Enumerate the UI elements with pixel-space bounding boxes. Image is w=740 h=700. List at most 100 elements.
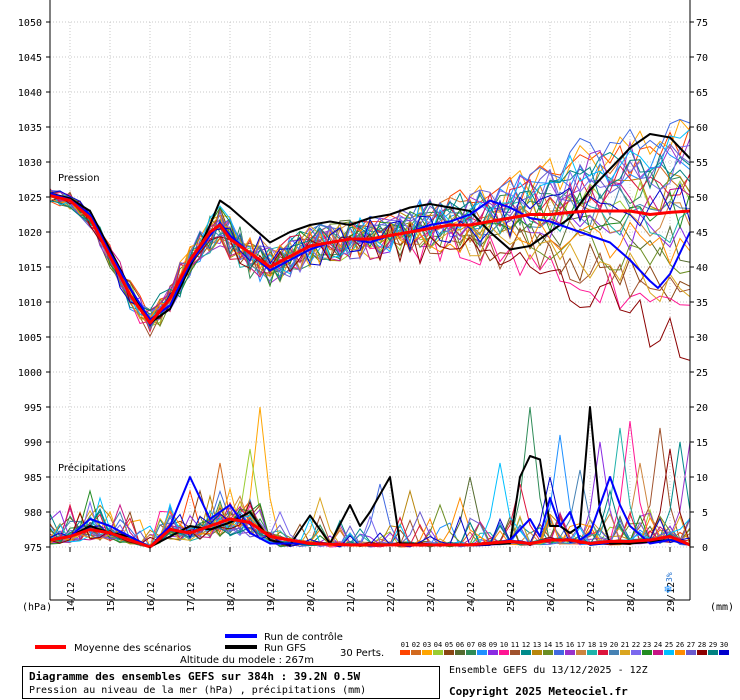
precip-tick-label: 15	[696, 438, 708, 449]
pert-legend-label: 23	[643, 641, 651, 649]
pressure-tick-label: 1005	[18, 333, 42, 344]
precip-tick-label: 50	[696, 193, 708, 204]
pert-legend-label: 13	[533, 641, 541, 649]
pert-legend-label: 06	[456, 641, 464, 649]
pert-legend-swatch	[708, 650, 718, 655]
grid	[50, 21, 690, 548]
gfs-pressure-line	[49, 133, 691, 324]
pert-legend-swatch	[466, 650, 476, 655]
date-tick-label: 20/12	[306, 582, 317, 612]
perturbation-pressure-line-29	[49, 153, 691, 311]
date-tick-label: 26/12	[546, 582, 557, 612]
footer-subtitle: Pression au niveau de la mer (hPa) , pré…	[29, 685, 367, 696]
pert-legend-swatch	[444, 650, 454, 655]
pressure-tick-label: 1015	[18, 263, 42, 274]
precip-tick-label: 25	[696, 368, 708, 379]
date-tick-label: 29/12	[666, 582, 677, 612]
footer-title: Diagramme des ensembles GEFS sur 384h : …	[29, 670, 361, 683]
pert-legend-swatch	[488, 650, 498, 655]
axis-labels: (hPa) (mm) Pression Précipitations	[22, 173, 734, 613]
pert-legend-label: 04	[434, 641, 442, 649]
pert-legend-swatch	[543, 650, 553, 655]
mean-precip-line	[49, 517, 691, 549]
precip-tick-label: 30	[696, 333, 708, 344]
pert-legend-label: 26	[676, 641, 684, 649]
pressure-tick-label: 1040	[18, 88, 42, 99]
precip-tick-label: 70	[696, 53, 708, 64]
pert-legend-label: 25	[665, 641, 673, 649]
run-info: Ensemble GEFS du 13/12/2025 - 12Z	[449, 665, 648, 676]
legend-perts-label: 30 Perts.	[340, 648, 384, 659]
pressure-tick-label: 1050	[18, 18, 42, 29]
precip-label: Précipitations	[58, 462, 126, 474]
perturbation-pressure-line-24	[49, 180, 691, 316]
pert-legend-swatch	[400, 650, 410, 655]
date-tick-label: 19/12	[266, 582, 277, 612]
legend-gfs-label: Run GFS	[264, 643, 306, 654]
pressure-label: Pression	[58, 173, 100, 184]
precip-tick-label: 10	[696, 473, 708, 484]
altitude-label: Altitude du modele : 267m	[180, 655, 314, 666]
pressure-tick-label: 1030	[18, 158, 42, 169]
snow-percent-label: 3%	[665, 572, 674, 582]
perturbation-series	[49, 118, 691, 549]
pert-legend-swatch	[587, 650, 597, 655]
copyright: Copyright 2025 Meteociel.fr	[449, 685, 628, 698]
pert-legend-swatch	[664, 650, 674, 655]
precip-tick-label: 55	[696, 158, 708, 169]
pert-legend-label: 19	[599, 641, 607, 649]
pert-legend-label: 05	[445, 641, 453, 649]
precip-tick-label: 0	[702, 543, 708, 554]
pert-legend-label: 21	[621, 641, 629, 649]
pert-legend-label: 30	[720, 641, 728, 649]
date-tick-label: 27/12	[586, 582, 597, 612]
pert-legend-swatch	[576, 650, 586, 655]
precip-tick-label: 75	[696, 18, 708, 29]
pert-legend-label: 28	[698, 641, 706, 649]
pert-legend-swatch	[609, 650, 619, 655]
perturbation-pressure-line-30	[49, 182, 691, 327]
pressure-tick-label: 1000	[18, 368, 42, 379]
pert-legend-label: 12	[522, 641, 530, 649]
pert-legend-label: 15	[555, 641, 563, 649]
pert-legend-label: 01	[401, 641, 409, 649]
pressure-tick-label: 1010	[18, 298, 42, 309]
pert-legend-label: 03	[423, 641, 431, 649]
pert-legend-swatch	[631, 650, 641, 655]
pressure-tick-label: 980	[24, 508, 42, 519]
precip-tick-label: 40	[696, 263, 708, 274]
date-tick-label: 18/12	[226, 582, 237, 612]
pressure-tick-label: 995	[24, 403, 42, 414]
date-tick-label: 23/12	[426, 582, 437, 612]
pert-legend-label: 29	[709, 641, 717, 649]
pert-legend-label: 22	[632, 641, 640, 649]
axes: 9759809859909951000100510101015102010251…	[18, 0, 708, 612]
pert-legend-label: 14	[544, 641, 552, 649]
mean-pressure-line	[49, 194, 691, 325]
pert-legend-swatch	[455, 650, 465, 655]
pressure-tick-label: 975	[24, 543, 42, 554]
pert-legend-swatch	[510, 650, 520, 655]
pert-legend-swatch	[598, 650, 608, 655]
pert-legend-swatch	[675, 650, 685, 655]
precip-tick-label: 65	[696, 88, 708, 99]
pert-legend-swatch	[532, 650, 542, 655]
precip-tick-label: 60	[696, 123, 708, 134]
pert-legend-label: 10	[500, 641, 508, 649]
pert-legend-swatch	[433, 650, 443, 655]
precip-tick-label: 35	[696, 298, 708, 309]
gfs-precip-line	[49, 406, 691, 548]
pert-legend-label: 09	[489, 641, 497, 649]
pert-legend-swatch	[477, 650, 487, 655]
pert-legend-label: 07	[467, 641, 475, 649]
pert-legend-label: 11	[511, 641, 519, 649]
legend-mean-label: Moyenne des scénarios	[74, 642, 191, 654]
pert-legend-label: 27	[687, 641, 695, 649]
legend-control-label: Run de contrôle	[264, 631, 343, 643]
footer-title-box: Diagramme des ensembles GEFS sur 384h : …	[22, 666, 440, 699]
date-tick-label: 17/12	[186, 582, 197, 612]
pert-legend-swatch	[499, 650, 509, 655]
pert-legend-swatch	[719, 650, 729, 655]
date-tick-label: 21/12	[346, 582, 357, 612]
pressure-tick-label: 1020	[18, 228, 42, 239]
